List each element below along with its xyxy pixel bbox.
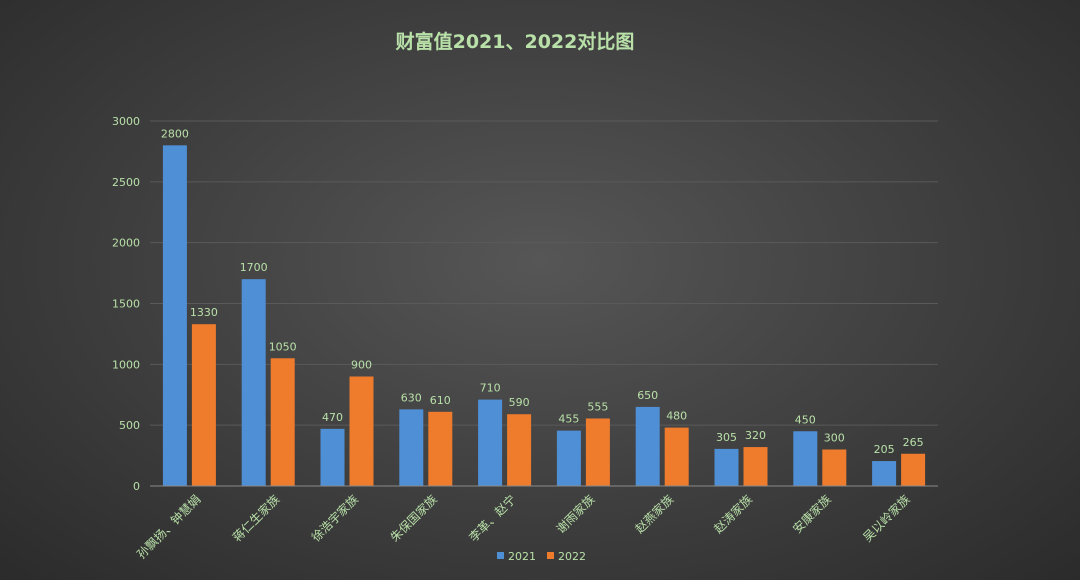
data-label-2022: 555 [587,400,608,413]
data-label-2021: 450 [795,413,816,426]
data-label-2021: 455 [558,413,579,426]
bar-2021-3 [320,428,345,486]
y-tick-label: 2000 [112,237,140,250]
data-label-2021: 2800 [161,127,189,140]
x-category-label: 朱保国家族 [387,492,440,545]
x-category-label: 孙飘扬、钟慧娟 [134,492,204,562]
x-category-label: 蒋仁生家族 [229,492,282,545]
data-label-2022: 590 [509,396,530,409]
x-category-label: 吴以岭家族 [860,492,913,545]
x-category-label: 谢雨家族 [553,492,598,537]
x-category-label: 李革、赵宁 [466,492,519,545]
data-label-2021: 305 [716,431,737,444]
data-label-2021: 630 [401,391,422,404]
data-label-2022: 900 [351,359,372,372]
bar-2022-4 [428,411,453,486]
bar-2022-10 [901,453,926,486]
y-tick-label: 2500 [112,176,140,189]
data-label-2021: 205 [874,443,895,456]
legend-label-2022: 2022 [558,550,586,563]
y-axis-ticks: 0 500 1000 1500 2000 2500 3000 [112,115,140,493]
grid-lines [150,120,938,426]
y-tick-label: 1000 [112,358,140,371]
bar-2022-2 [270,358,295,486]
bar-2021-1 [162,145,187,487]
bar-2022-9 [822,449,847,486]
data-label-2022: 480 [666,410,687,423]
data-label-2022: 610 [430,394,451,407]
chart-title: 财富值2021、2022对比图 [396,30,635,53]
data-label-2021: 650 [637,389,658,402]
bar-2022-5 [507,414,532,486]
x-category-label: 安康家族 [789,492,834,537]
data-label-2022: 1050 [269,340,297,353]
data-label-2021: 470 [322,411,343,424]
legend-swatch-2022 [547,552,554,559]
bar-2021-4 [399,409,424,486]
data-label-2021: 710 [480,382,501,395]
bar-2022-6 [585,418,610,486]
bar-2022-8 [743,447,768,486]
bar-2021-7 [635,406,660,486]
y-tick-label: 500 [119,419,140,432]
y-tick-label: 1500 [112,298,140,311]
x-category-label: 徐浩宇家族 [308,492,361,545]
bar-2021-9 [793,431,818,486]
bar-2021-8 [714,448,739,486]
bar-2021-10 [872,461,897,486]
data-label-2022: 265 [903,436,924,449]
bars [162,145,926,487]
legend-label-2021: 2021 [508,550,536,563]
data-label-2022: 1330 [190,306,218,319]
y-tick-label: 0 [133,480,140,493]
bar-2021-2 [241,279,266,486]
bar-2021-6 [556,430,581,486]
bar-2021-5 [478,399,503,486]
data-label-2022: 320 [745,429,766,442]
data-label-2021: 1700 [240,261,268,274]
bar-2022-3 [349,376,374,486]
x-category-label: 赵燕家族 [632,492,677,537]
legend-swatch-2021 [497,552,504,559]
bar-2022-1 [191,324,216,486]
legend: 2021 2022 [497,550,586,563]
y-tick-label: 3000 [112,115,140,128]
data-labels: 2800 1330 1700 1050 470 900 630 610 710 590 455 555… [161,127,924,456]
bar-2022-7 [664,427,689,486]
data-label-2022: 300 [824,432,845,445]
x-category-label: 赵涛家族 [711,492,756,537]
